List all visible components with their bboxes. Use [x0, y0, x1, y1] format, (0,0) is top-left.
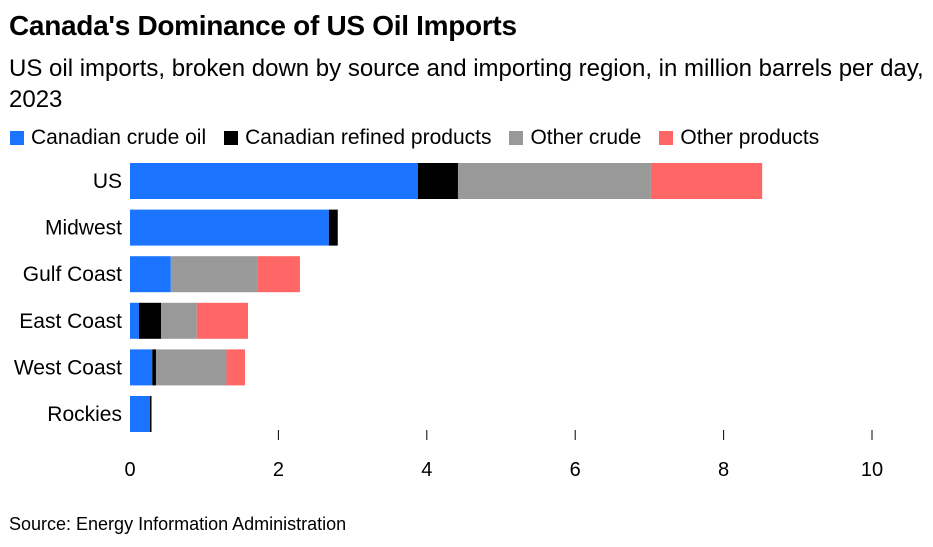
chart-subtitle: US oil imports, broken down by source an… — [9, 55, 924, 113]
bar-segment — [130, 396, 151, 432]
legend-item-canadian-refined: Canadian refined products — [224, 126, 491, 150]
legend-item-other-products: Other products — [659, 126, 819, 150]
category-label: Rockies — [47, 403, 122, 426]
x-tick-label: 10 — [861, 459, 883, 481]
x-tick-label: 8 — [718, 459, 729, 481]
bar-segment — [650, 163, 763, 199]
bar-segment — [328, 209, 338, 246]
category-label: West Coast — [14, 356, 122, 379]
bar-segment — [138, 302, 162, 339]
bar-segment — [417, 163, 458, 199]
bar-segment — [161, 302, 197, 339]
legend-label: Canadian refined products — [245, 126, 492, 149]
bar-segment — [155, 349, 227, 386]
legend-label: Canadian crude oil — [31, 126, 207, 149]
legend-item-other-crude: Other crude — [509, 126, 641, 150]
source-note: Source: Energy Information Administratio… — [9, 514, 347, 534]
legend-swatch — [509, 131, 524, 145]
bar-segment — [130, 163, 418, 199]
bar-segment — [170, 256, 258, 293]
category-label: Gulf Coast — [23, 263, 122, 286]
bar-segment — [257, 256, 300, 293]
x-tick-label: 2 — [273, 459, 284, 481]
bar-segment — [457, 163, 651, 199]
x-tick-label: 0 — [124, 459, 135, 481]
legend-swatch — [224, 131, 239, 145]
bar-segment — [130, 302, 139, 339]
bar-segment — [130, 256, 171, 293]
bar-segment — [130, 209, 329, 246]
bar-segment — [226, 349, 246, 386]
legend-swatch — [659, 131, 674, 145]
legend-label: Other crude — [530, 126, 642, 149]
bar-segment — [196, 302, 248, 339]
bar-segment — [130, 349, 153, 386]
legend: Canadian crude oil Canadian refined prod… — [10, 125, 837, 151]
legend-swatch — [10, 131, 24, 145]
x-tick-label: 6 — [570, 459, 581, 481]
category-label: US — [93, 170, 122, 193]
category-label: Midwest — [45, 217, 122, 240]
legend-item-canadian-crude: Canadian crude oil — [10, 126, 206, 150]
bar-segment — [150, 396, 152, 432]
bar-segment — [152, 349, 156, 386]
x-tick-label: 4 — [421, 459, 432, 481]
category-label: East Coast — [19, 310, 122, 333]
chart-title: Canada's Dominance of US Oil Imports — [9, 10, 517, 41]
legend-label: Other products — [680, 126, 820, 149]
